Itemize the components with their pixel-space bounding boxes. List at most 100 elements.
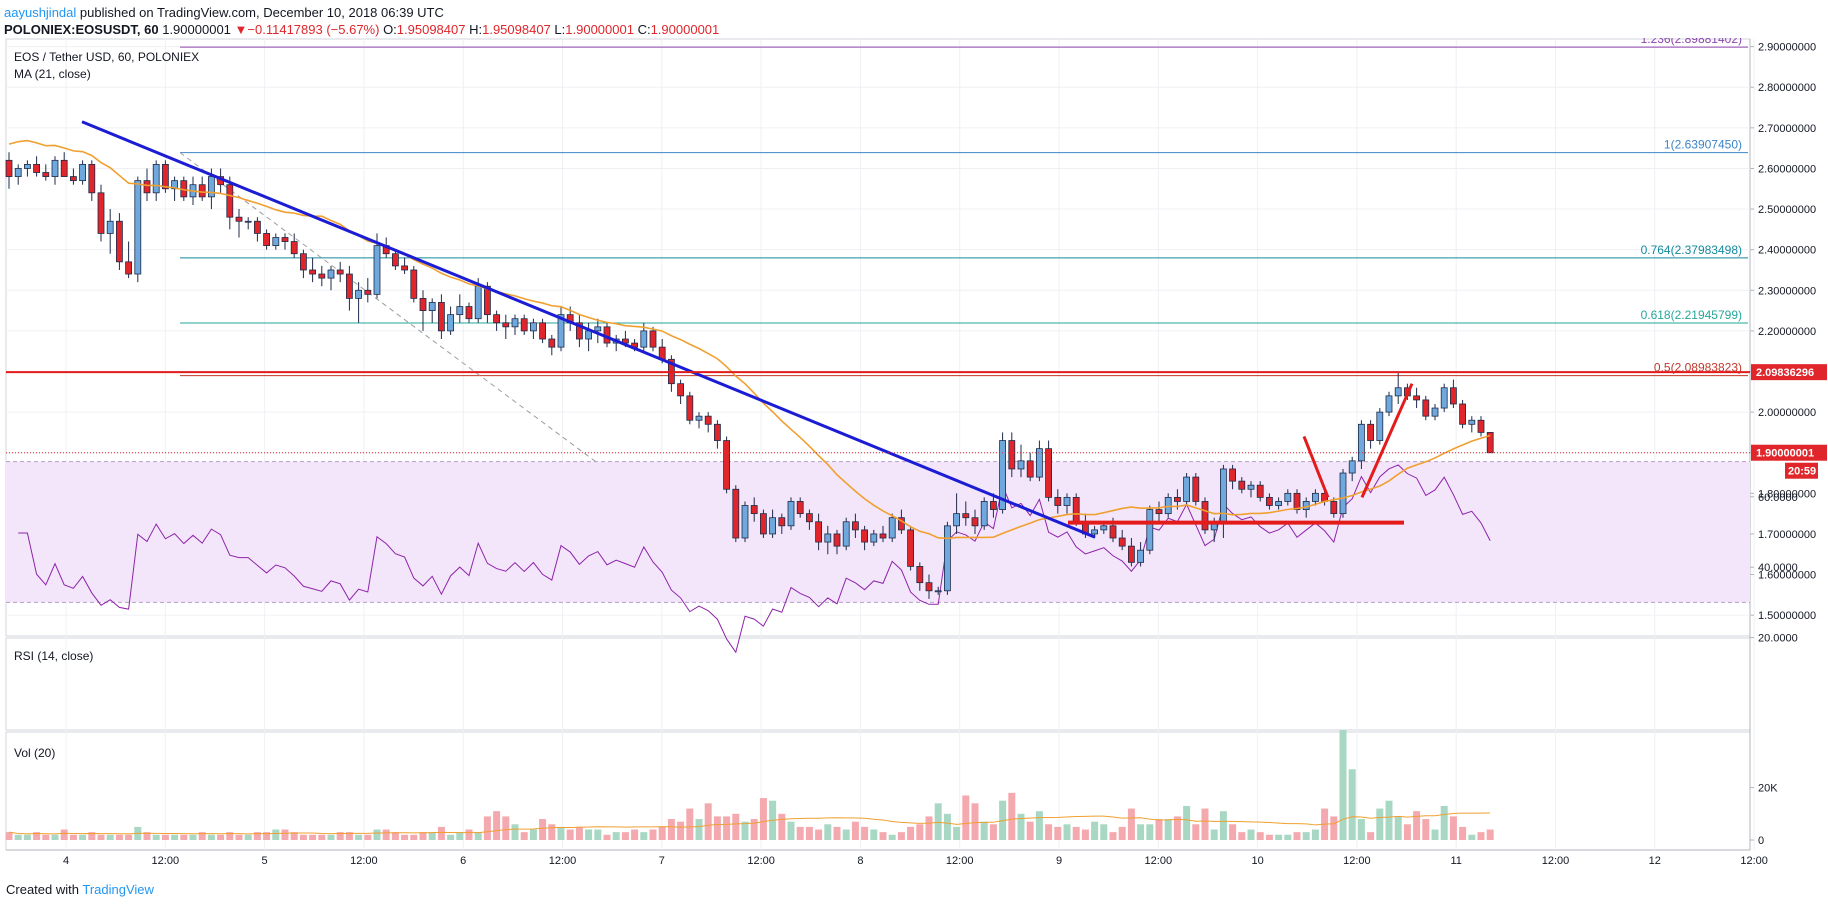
- candle-body: [299, 253, 307, 271]
- volume-bar: [916, 824, 924, 840]
- time-tick-label: 12:00: [946, 855, 974, 867]
- volume-bar: [79, 834, 87, 840]
- volume-bar: [1459, 826, 1467, 840]
- candle: [1440, 383, 1448, 413]
- candle: [530, 318, 537, 340]
- volume-bar: [1063, 824, 1071, 840]
- volume-bar: [1468, 834, 1476, 840]
- candle-body: [171, 180, 179, 190]
- time-tick-label: 12:00: [1542, 855, 1570, 867]
- candle: [1201, 497, 1209, 534]
- volume-bar: [1164, 819, 1172, 840]
- candle-body: [824, 533, 832, 543]
- volume-bar: [272, 829, 280, 840]
- volume-bar: [585, 829, 593, 840]
- drawings[interactable]: [6, 120, 1750, 539]
- candle: [686, 391, 694, 425]
- volume-bar: [842, 829, 850, 840]
- candle-body: [309, 269, 317, 275]
- candle-body: [1330, 501, 1338, 515]
- volume-bar: [180, 834, 188, 840]
- candle: [1155, 501, 1163, 522]
- candle: [1164, 493, 1172, 518]
- open-value: 1.95098407: [396, 22, 466, 37]
- candle: [1118, 529, 1126, 551]
- volume-bar: [1302, 832, 1310, 840]
- volume-bar: [723, 816, 731, 840]
- candle: [437, 294, 445, 340]
- author-link[interactable]: aayushjindal: [4, 5, 77, 20]
- close-value: 1.90000001: [650, 22, 720, 37]
- price-tick-label: 1.50000000: [1758, 610, 1816, 622]
- price-tick-label: 2.20000000: [1758, 326, 1816, 338]
- open-label: O:: [383, 22, 397, 37]
- rsi-legend: RSI (14, close): [14, 649, 93, 663]
- footer: Created with TradingView: [6, 882, 154, 897]
- candle: [299, 249, 307, 279]
- candle: [879, 525, 887, 543]
- candle-body: [1063, 496, 1071, 506]
- volume-bar: [1238, 832, 1246, 840]
- candle: [815, 513, 822, 551]
- candle-body: [686, 395, 694, 421]
- volume-bar: [787, 821, 795, 840]
- price-tick-label: 1.80000000: [1758, 488, 1816, 500]
- candle: [60, 152, 68, 177]
- candle-body: [235, 216, 243, 222]
- candle-body: [116, 220, 123, 263]
- projection-up: [1360, 383, 1414, 498]
- volume-bar: [1385, 800, 1393, 840]
- candle-body: [327, 269, 335, 279]
- volume-bar: [51, 834, 59, 840]
- volume-bar: [465, 829, 473, 840]
- candle-body: [750, 505, 758, 515]
- candle: [1330, 497, 1338, 518]
- volume-bar: [989, 824, 997, 840]
- candle-body: [760, 513, 767, 535]
- vol-tick-label: 20K: [1758, 783, 1778, 795]
- candle-body: [1109, 525, 1117, 539]
- volume-bar: [106, 834, 114, 840]
- candle-body: [861, 529, 868, 543]
- volume-bar: [1091, 821, 1099, 840]
- axes: 4 12:00 5 12:00 6 12:00 7 12:00 8 12:00 9 12:00 10 12…: [63, 42, 1827, 867]
- price-chart[interactable]: 1.236(2.89881402) 1(2.63907450) 0.764(2.37…: [0, 38, 1828, 874]
- candle-body: [732, 488, 740, 539]
- candle: [14, 164, 22, 185]
- candle: [778, 513, 786, 534]
- candle-body: [1192, 476, 1200, 502]
- fib-level-label: 1(2.63907450): [1664, 138, 1742, 152]
- candle: [1413, 387, 1420, 409]
- candle: [493, 310, 501, 331]
- candle-body: [898, 517, 905, 531]
- candle-body: [474, 285, 482, 320]
- candle: [1348, 456, 1356, 482]
- volume-bar: [1477, 832, 1485, 840]
- candle-body: [88, 163, 96, 194]
- volume-bar: [796, 826, 804, 840]
- volume-bar: [1486, 829, 1494, 840]
- vol-tick-label: 0: [1758, 835, 1764, 847]
- price-tick-label: 1.70000000: [1758, 529, 1816, 541]
- candle-body: [1155, 509, 1163, 515]
- tradingview-logo[interactable]: TradingView: [82, 882, 154, 897]
- volume-bar: [1155, 819, 1163, 840]
- rsi-tick-label: 40.0000: [1758, 562, 1798, 574]
- candle: [1459, 399, 1466, 429]
- candle: [925, 574, 933, 599]
- candle-body: [787, 501, 795, 527]
- volume-bar: [612, 832, 620, 840]
- candle-body: [23, 163, 31, 169]
- volume-bar: [741, 821, 749, 840]
- candle: [1367, 420, 1374, 449]
- candle: [1008, 432, 1016, 478]
- ma-legend: MA (21, close): [14, 67, 91, 81]
- candle-body: [79, 163, 86, 182]
- rsi-tick-label: 20.0000: [1758, 633, 1798, 645]
- candle-body: [401, 265, 409, 271]
- bearish-trend-line[interactable]: [81, 120, 1096, 539]
- candle-body: [1459, 403, 1466, 425]
- candle: [796, 497, 804, 518]
- volume-bar: [1394, 816, 1402, 840]
- volume-bar: [1247, 829, 1255, 840]
